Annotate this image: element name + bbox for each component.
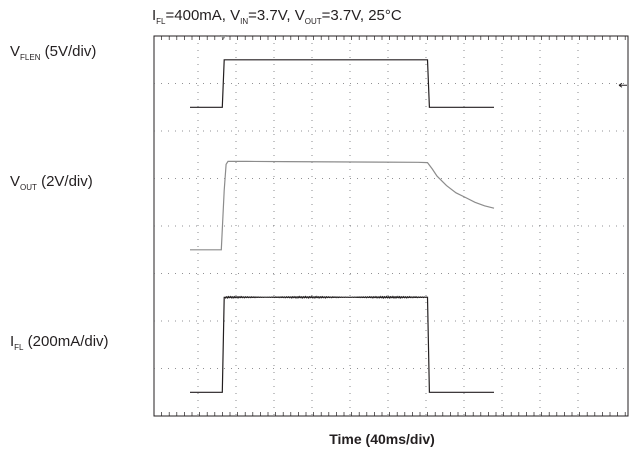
trace-ifl: [190, 295, 494, 393]
graticule: [153, 35, 629, 417]
channel-label-ifl: IFL (200mA/div): [10, 333, 109, 352]
trace-vflen: [190, 59, 494, 108]
channel-label-vout: VOUT (2V/div): [10, 173, 93, 192]
waveform-traces: [190, 35, 627, 393]
x-axis-label: Time (40ms/div): [329, 431, 435, 447]
plot-frame: [153, 35, 629, 417]
trigger-marker: [220, 35, 227, 40]
trace-vout: [190, 160, 495, 251]
channel-label-vflen: VFLEN (5V/div): [10, 43, 96, 62]
chart-title: IFL=400mA, VIN=3.7V, VOUT=3.7V, 25°C: [152, 7, 402, 26]
level-arrow: [618, 82, 627, 88]
